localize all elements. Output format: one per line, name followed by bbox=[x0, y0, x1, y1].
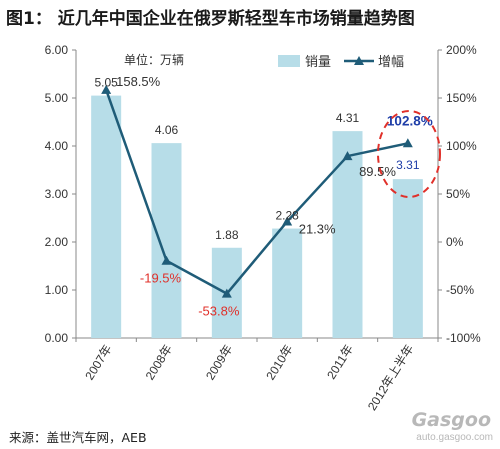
chart-title: 图1： 近几年中国企业在俄罗斯轻型车市场销量趋势图 bbox=[6, 9, 415, 29]
growth-point bbox=[282, 216, 293, 226]
growth-value-label: 102.8% bbox=[387, 113, 433, 128]
x-tick-label: 2011年 bbox=[324, 342, 356, 381]
y-right-tick-label: 50% bbox=[446, 187, 470, 201]
x-tick-label: 2007年 bbox=[82, 342, 114, 382]
highlight-ellipse bbox=[377, 110, 441, 198]
bar-value-label: 3.31 bbox=[396, 158, 420, 172]
bar-value-label: 4.06 bbox=[155, 123, 179, 137]
growth-value-label: 158.5% bbox=[116, 74, 161, 89]
y-right-tick-label: 0% bbox=[446, 235, 464, 249]
bar bbox=[272, 228, 303, 338]
growth-point bbox=[402, 138, 413, 148]
y-right-tick-label: 200% bbox=[446, 43, 477, 57]
bar bbox=[332, 131, 363, 338]
legend-swatch-sales bbox=[278, 55, 300, 67]
bar bbox=[91, 95, 122, 338]
bar bbox=[151, 143, 182, 338]
y-left-tick-label: 4.00 bbox=[45, 139, 69, 153]
y-right-tick-label: -100% bbox=[446, 331, 481, 345]
growth-point bbox=[221, 288, 232, 298]
x-tick-label: 2008年 bbox=[143, 342, 175, 382]
bar-value-label: 5.05 bbox=[94, 76, 118, 90]
legend-marker-growth bbox=[354, 56, 364, 65]
legend-label-growth: 增幅 bbox=[378, 54, 404, 69]
growth-value-label: -53.8% bbox=[198, 304, 240, 319]
growth-value-label: 89.5% bbox=[359, 164, 396, 179]
bar-value-label: 2.28 bbox=[275, 209, 299, 223]
growth-point bbox=[101, 84, 112, 94]
bar-value-label: 1.88 bbox=[215, 228, 239, 242]
y-left-tick-label: 2.00 bbox=[45, 235, 69, 249]
y-right-tick-label: -50% bbox=[446, 283, 474, 297]
growth-point bbox=[342, 151, 353, 161]
y-right-tick-label: 150% bbox=[446, 91, 477, 105]
growth-value-label: -19.5% bbox=[140, 271, 182, 286]
watermark-url: auto.gasgoo.com bbox=[416, 432, 493, 443]
legend-label-sales: 销量 bbox=[305, 54, 331, 69]
bar-value-label: 4.31 bbox=[336, 111, 360, 125]
y-left-tick-label: 3.00 bbox=[45, 187, 69, 201]
bar bbox=[392, 179, 423, 338]
growth-value-label: 21.3% bbox=[299, 222, 336, 237]
growth-line bbox=[104, 89, 409, 296]
x-tick-label: 2012年上半年 bbox=[365, 342, 416, 413]
y-left-tick-label: 0.00 bbox=[45, 331, 69, 345]
watermark: Gasgoo auto.gasgoo.com bbox=[403, 405, 495, 447]
y-left-tick-label: 6.00 bbox=[45, 43, 69, 57]
y-left-tick-label: 1.00 bbox=[45, 283, 69, 297]
x-tick-label: 2010年 bbox=[263, 342, 295, 382]
y-left-tick-label: 5.00 bbox=[45, 91, 69, 105]
y-right-tick-label: 100% bbox=[446, 139, 477, 153]
growth-point bbox=[161, 255, 172, 265]
source-note: 来源：盖世汽车网，AEB bbox=[9, 430, 147, 445]
x-tick-label: 2009年 bbox=[203, 342, 235, 382]
watermark-logo: Gasgoo bbox=[411, 409, 491, 431]
unit-note: 单位：万辆 bbox=[124, 52, 184, 67]
